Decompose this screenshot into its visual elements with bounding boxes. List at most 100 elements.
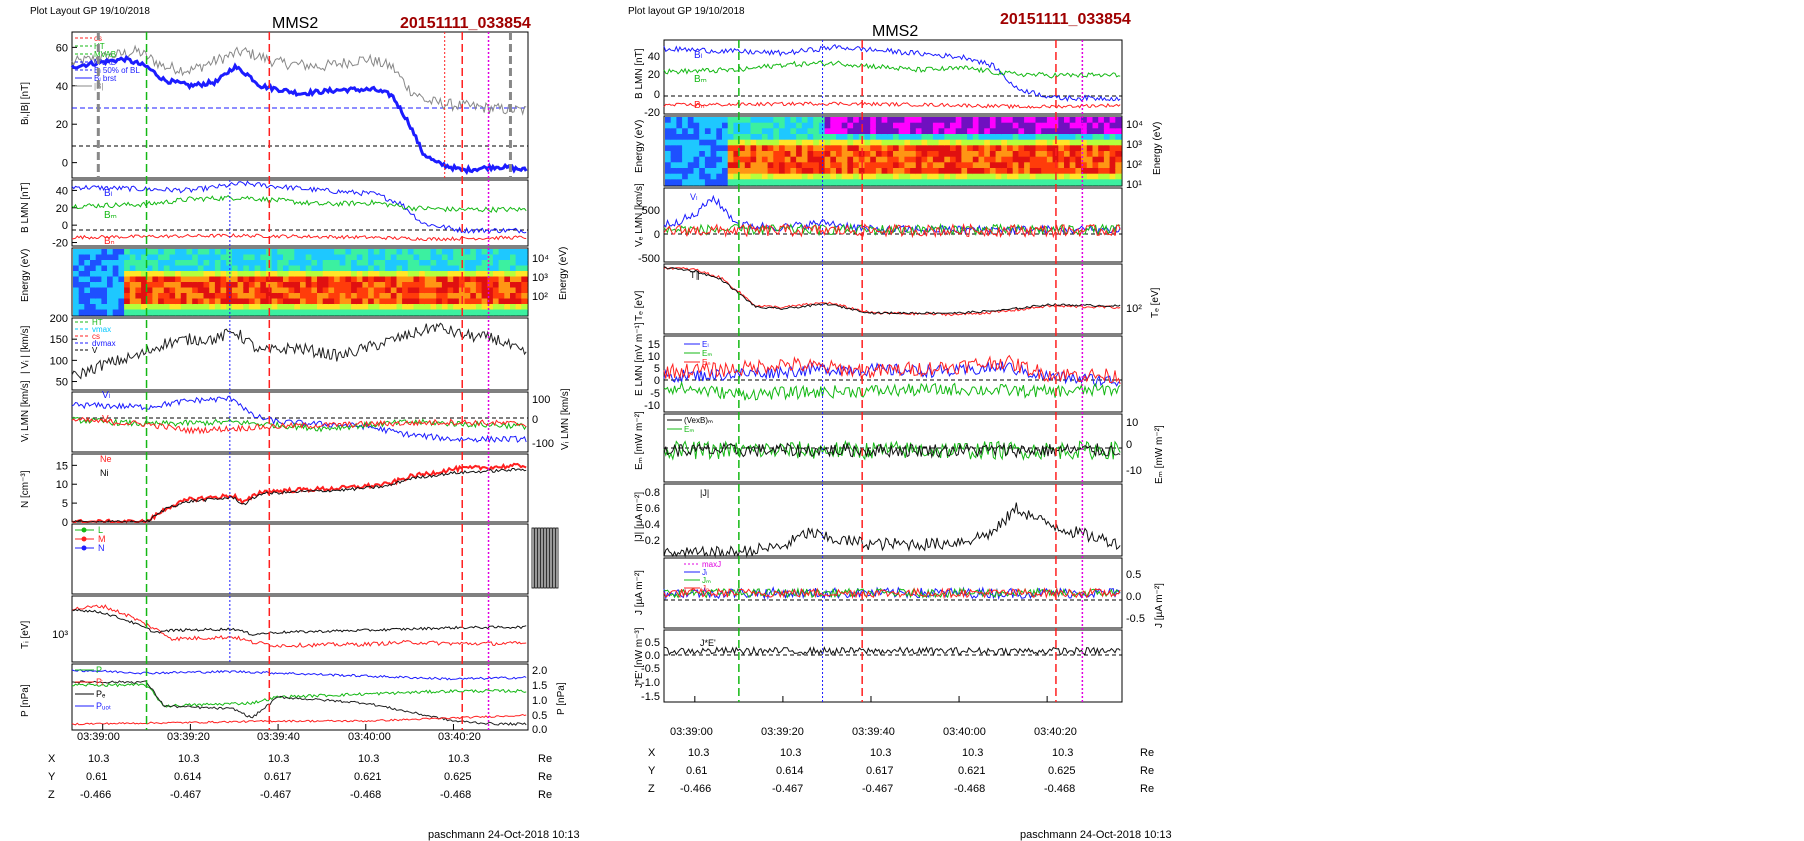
spectrogram-cell xyxy=(773,117,780,124)
series-label: Bₙ xyxy=(694,100,705,111)
spectrogram-cell xyxy=(773,151,780,158)
axis-stack xyxy=(540,527,544,589)
spectrogram-cell xyxy=(1029,134,1037,141)
spectrogram-cell xyxy=(248,304,256,311)
spectrogram-cell xyxy=(1109,168,1116,175)
spectrogram-cell xyxy=(294,249,301,256)
spectrogram-cell xyxy=(910,145,917,152)
spectrogram-cell xyxy=(334,254,341,261)
spectrogram-cell xyxy=(1012,122,1019,129)
axis-stack xyxy=(537,527,541,589)
spectrogram-cell xyxy=(1058,122,1065,129)
spectrogram-cell xyxy=(1115,151,1122,158)
spectrogram-cell xyxy=(813,117,820,124)
spectrogram-cell xyxy=(328,260,335,267)
spectrogram-cell xyxy=(214,260,222,267)
spectrogram-cell xyxy=(1001,128,1008,135)
spectrogram-cell xyxy=(407,287,415,294)
spectrogram-cell xyxy=(779,179,786,186)
spectrogram-cell xyxy=(784,173,791,180)
spectrogram-cell xyxy=(146,260,154,267)
spectrogram-cell xyxy=(1029,179,1037,186)
spectrogram-cell xyxy=(288,265,295,272)
spectrogram-cell xyxy=(722,156,729,163)
spectrogram-cell xyxy=(175,271,182,278)
spectrogram-cell xyxy=(107,304,114,311)
spectrogram-cell xyxy=(904,179,911,186)
y-tick-label: -5 xyxy=(650,388,660,400)
ephem-unit: Re xyxy=(1140,783,1154,795)
spectrogram-cell xyxy=(475,304,483,311)
spectrogram-cell xyxy=(1081,179,1088,186)
spectrogram-cell xyxy=(801,173,809,180)
spectrogram-cell xyxy=(790,168,797,175)
spectrogram-cell xyxy=(1069,128,1076,135)
spectrogram-cell xyxy=(853,162,860,169)
spectrogram-cell xyxy=(141,276,148,283)
spectrogram-cell xyxy=(390,271,398,278)
spectrogram-cell xyxy=(756,117,763,124)
spectrogram-cell xyxy=(124,265,131,272)
spectrogram-cell xyxy=(1007,173,1014,180)
spectrogram-cell xyxy=(362,254,369,261)
spectrogram-cell xyxy=(209,309,216,316)
spectrogram-cell xyxy=(710,168,717,175)
spectrogram-cell xyxy=(978,179,985,186)
spectrogram-cell xyxy=(693,162,700,169)
spectrogram-cell xyxy=(1035,145,1042,152)
spectrogram-cell xyxy=(927,134,934,141)
spectrogram-cell xyxy=(904,134,911,141)
spectrogram-cell xyxy=(515,260,522,267)
spectrogram-cell xyxy=(950,128,957,135)
spectrogram-cell xyxy=(356,309,364,316)
spectrogram-cell xyxy=(124,304,131,311)
spectrogram-cell xyxy=(305,304,312,311)
spectrogram-cell xyxy=(141,282,148,289)
spectrogram-cell xyxy=(773,128,780,135)
spectrogram-cell xyxy=(368,254,375,261)
spectrogram-cell xyxy=(864,151,871,158)
spectrogram-cell xyxy=(1075,122,1082,129)
spectrogram-cell xyxy=(271,249,278,256)
spectrogram-cell xyxy=(1029,151,1037,158)
spectrogram-cell xyxy=(197,271,205,278)
spectrogram-cell xyxy=(682,168,689,175)
ephem-value: 0.617 xyxy=(264,771,292,783)
spectrogram-cell xyxy=(260,265,267,272)
spectrogram-cell xyxy=(1024,145,1031,152)
spectrogram-cell xyxy=(413,254,420,261)
spectrogram-cell xyxy=(107,260,114,267)
spectrogram-cell xyxy=(504,271,511,278)
spectrogram-cell xyxy=(1069,134,1076,141)
spectrogram-cell xyxy=(967,168,974,175)
spectrogram-cell xyxy=(1029,162,1037,169)
spectrogram-cell xyxy=(716,128,723,135)
spectrogram-cell xyxy=(112,265,119,272)
ni-line xyxy=(71,468,527,523)
spectrogram-cell xyxy=(510,254,517,261)
spectrogram-cell xyxy=(961,179,968,186)
spectrogram-cell xyxy=(1115,117,1122,124)
spectrogram-cell xyxy=(515,265,522,272)
spectrogram-cell xyxy=(841,179,848,186)
spectrogram-cell xyxy=(687,151,695,158)
spectrogram-cell xyxy=(328,282,335,289)
spectrogram-cell xyxy=(1024,179,1031,186)
ephem-name: Z xyxy=(48,789,55,801)
spectrogram-cell xyxy=(790,122,797,129)
spectrogram-cell xyxy=(1029,122,1037,129)
spectrogram-cell xyxy=(1046,162,1054,169)
spectrogram-cell xyxy=(984,134,991,141)
spectrogram-cell xyxy=(927,145,934,152)
spectrogram-cell xyxy=(950,139,957,146)
spectrogram-cell xyxy=(1064,145,1071,152)
spectrogram-cell xyxy=(135,282,142,289)
spectrogram-cell xyxy=(84,304,91,311)
spectrogram-cell xyxy=(881,117,888,124)
panel-frame xyxy=(663,335,1123,413)
spectrogram-cell xyxy=(955,128,962,135)
spectrogram-cell xyxy=(910,173,917,180)
spectrogram-cell xyxy=(402,298,409,305)
spectrogram-cell xyxy=(283,265,290,272)
spectrogram-cell xyxy=(334,287,341,294)
